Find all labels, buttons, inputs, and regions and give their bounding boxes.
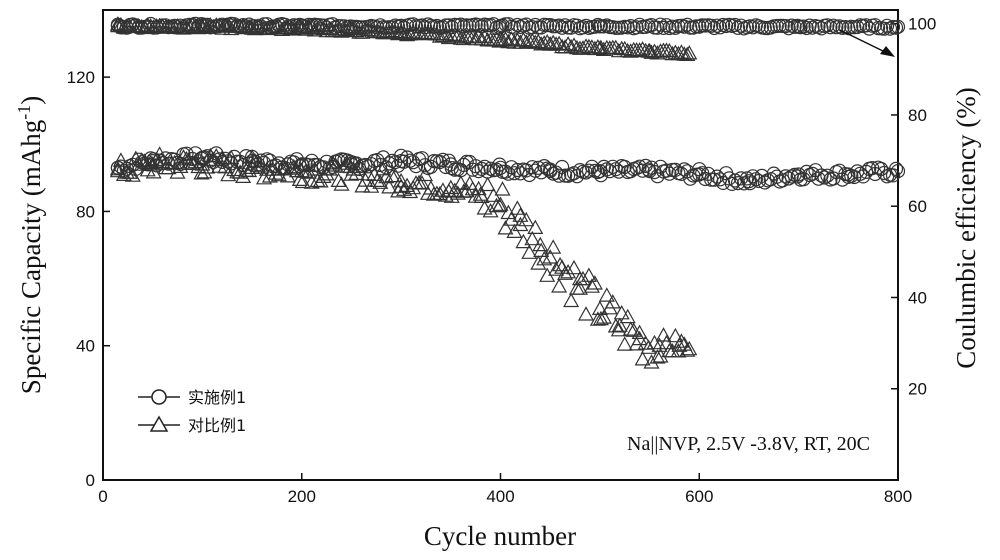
- y-axis-title: Specific Capacity (mAhg-1): [14, 96, 46, 394]
- legend-label-1: 实施例1: [188, 388, 246, 407]
- x-tick-label: 0: [98, 487, 107, 506]
- y2-tick-label: 20: [908, 380, 927, 399]
- x-tick-label: 800: [884, 487, 912, 506]
- y2-tick-label: 60: [908, 197, 927, 216]
- x-tick-label: 200: [288, 487, 316, 506]
- y2-tick-label: 40: [908, 288, 927, 307]
- x-tick-label: 600: [685, 487, 713, 506]
- plot-frame: [103, 10, 898, 480]
- y2-tick-label: 80: [908, 106, 927, 125]
- legend-label-2: 对比例1: [188, 416, 246, 435]
- y-axis-title-superscript: -1: [14, 105, 34, 120]
- y-tick-label: 80: [76, 202, 95, 221]
- y-axis-title-main: Specific Capacity (mAhg: [16, 120, 46, 394]
- y-tick-label: 120: [67, 68, 95, 87]
- x-axis-title: Cycle number: [424, 521, 576, 551]
- legend-circle-marker: [152, 390, 166, 404]
- y-tick-label: 0: [86, 471, 95, 490]
- condition-annotation: Na||NVP, 2.5V -3.8V, RT, 20C: [627, 433, 870, 455]
- capacity-cycling-chart: 0 200 400 600 800 0 40 80 120 20 40 60 80 100 Cycle n…: [0, 0, 1000, 560]
- y2-tick-label: 100: [908, 15, 936, 34]
- y-axis-title-close: ): [16, 96, 46, 105]
- y-tick-label: 40: [76, 337, 95, 356]
- x-tick-label: 400: [486, 487, 514, 506]
- y2-axis-title: Coulumbic efficiency (%): [951, 87, 981, 368]
